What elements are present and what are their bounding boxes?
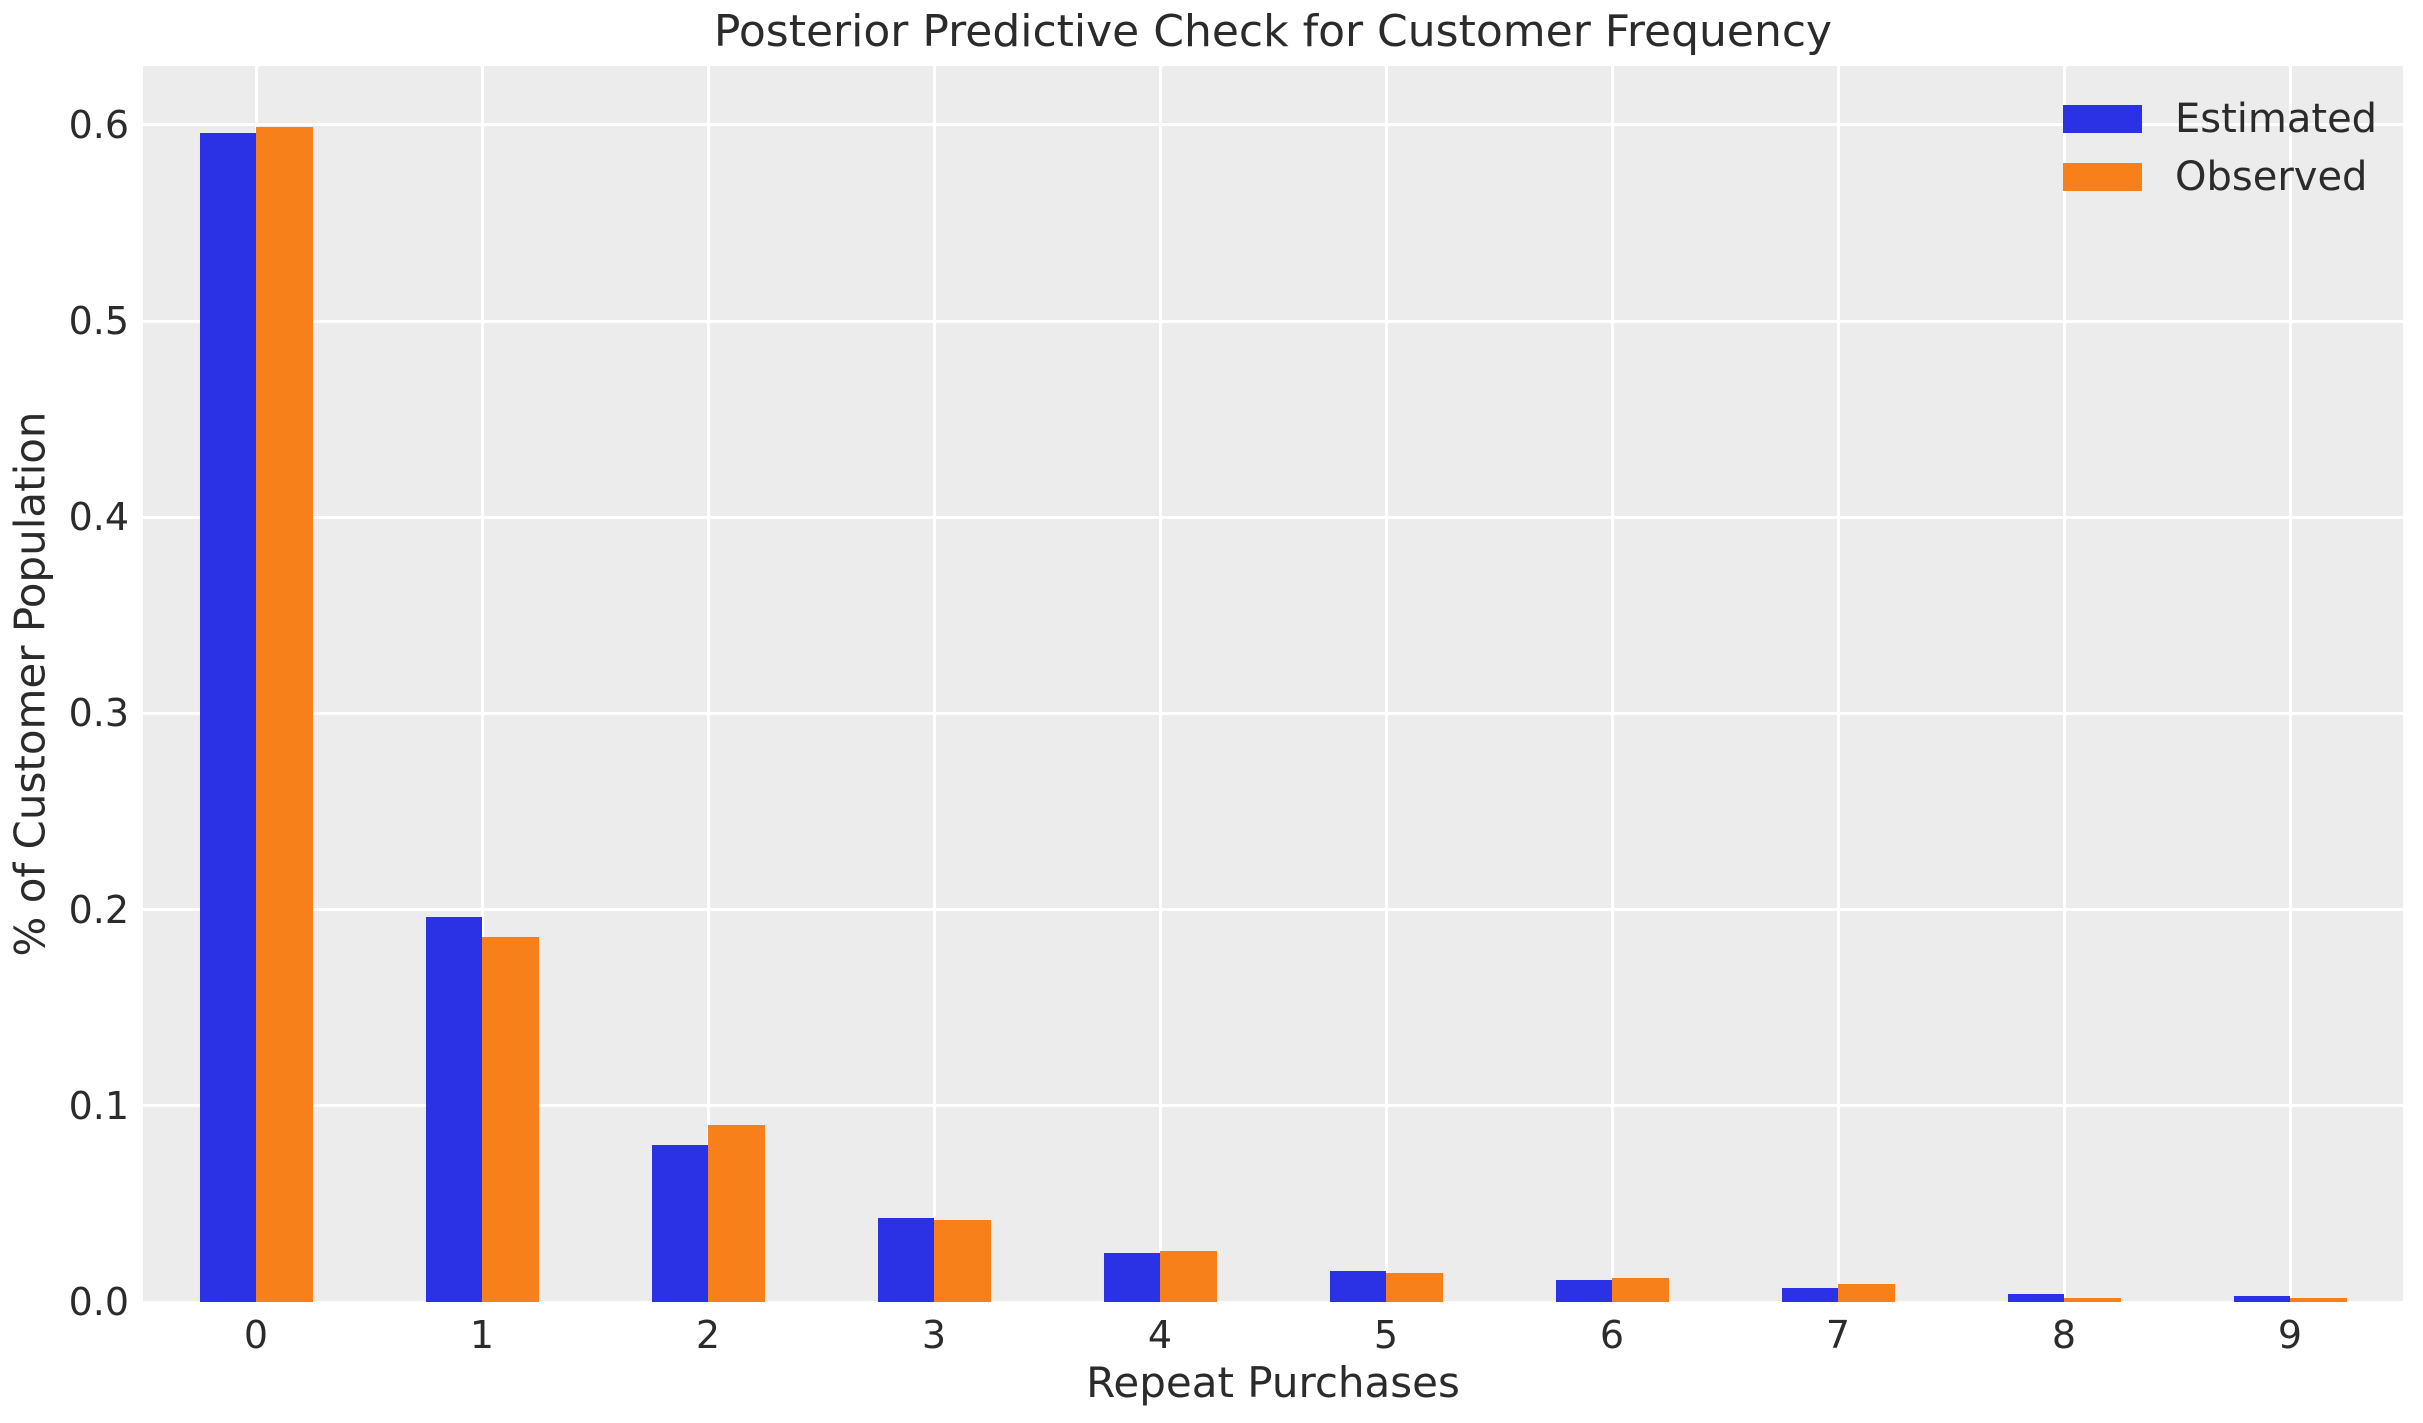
xtick-label-6: 6 xyxy=(1599,1313,1625,1357)
ytick-label-0.2: 0.2 xyxy=(68,887,129,932)
bar-estimated-2 xyxy=(651,1145,708,1302)
legend-label-observed: Observed xyxy=(2175,154,2368,200)
bar-estimated-5 xyxy=(1329,1270,1386,1302)
bar-estimated-6 xyxy=(1555,1280,1612,1302)
ytick-label-0.1: 0.1 xyxy=(68,1083,129,1128)
ytick-label-0.5: 0.5 xyxy=(68,299,129,344)
xtick-label-9: 9 xyxy=(2277,1313,2303,1357)
xtick-label-2: 2 xyxy=(695,1313,721,1357)
gridline-x-3 xyxy=(932,66,936,1302)
gridline-y-0.5 xyxy=(143,319,2403,323)
gridline-x-1 xyxy=(480,66,484,1302)
ytick-label-0.3: 0.3 xyxy=(68,691,129,736)
bar-observed-9 xyxy=(2290,1298,2347,1302)
bar-estimated-4 xyxy=(1103,1252,1160,1302)
bar-observed-4 xyxy=(1160,1251,1217,1302)
xtick-label-5: 5 xyxy=(1373,1313,1399,1357)
xtick-label-1: 1 xyxy=(469,1313,495,1357)
bar-observed-2 xyxy=(708,1125,765,1302)
bar-estimated-1 xyxy=(425,917,482,1302)
bar-estimated-8 xyxy=(2007,1294,2064,1302)
gridline-x-7 xyxy=(1836,66,1840,1302)
ytick-label-0.4: 0.4 xyxy=(68,495,129,540)
legend: Estimated Observed xyxy=(2063,96,2377,200)
gridline-x-8 xyxy=(2062,66,2066,1302)
x-axis-label: Repeat Purchases xyxy=(1086,1358,1460,1407)
legend-item-estimated: Estimated xyxy=(2063,96,2377,142)
legend-swatch-observed xyxy=(2063,163,2142,191)
xtick-label-0: 0 xyxy=(243,1313,269,1357)
bar-estimated-0 xyxy=(199,132,256,1302)
bar-estimated-3 xyxy=(877,1217,934,1302)
ytick-label-0.6: 0.6 xyxy=(68,102,129,147)
gridline-y-0.6 xyxy=(143,123,2403,127)
xtick-label-4: 4 xyxy=(1147,1313,1173,1357)
bar-observed-7 xyxy=(1838,1284,1895,1302)
xtick-label-8: 8 xyxy=(2051,1313,2077,1357)
legend-item-observed: Observed xyxy=(2063,154,2377,200)
gridline-y-0.3 xyxy=(143,711,2403,715)
gridline-x-5 xyxy=(1384,66,1388,1302)
gridline-y-0 xyxy=(143,1300,2403,1304)
gridline-x-4 xyxy=(1158,66,1162,1302)
bar-observed-5 xyxy=(1386,1272,1443,1302)
legend-label-estimated: Estimated xyxy=(2175,96,2378,142)
legend-swatch-estimated xyxy=(2063,105,2142,133)
bar-estimated-7 xyxy=(1781,1288,1838,1302)
chart-title: Posterior Predictive Check for Customer … xyxy=(713,6,1833,57)
bar-estimated-9 xyxy=(2233,1296,2290,1302)
bar-observed-8 xyxy=(2064,1298,2121,1302)
plot-area xyxy=(143,66,2403,1304)
gridline-x-2 xyxy=(706,66,710,1302)
gridline-y-0.2 xyxy=(143,908,2403,912)
gridline-x-6 xyxy=(1610,66,1614,1302)
xtick-label-3: 3 xyxy=(921,1313,947,1357)
bar-observed-6 xyxy=(1612,1278,1669,1302)
gridline-y-0.4 xyxy=(143,515,2403,519)
bar-observed-0 xyxy=(256,126,313,1302)
xtick-label-7: 7 xyxy=(1825,1313,1851,1357)
gridline-y-0.1 xyxy=(143,1104,2403,1108)
bar-observed-3 xyxy=(934,1219,991,1302)
y-axis-label: % of Customer Population xyxy=(5,411,55,957)
gridline-x-9 xyxy=(2288,66,2292,1302)
bar-observed-1 xyxy=(482,937,539,1302)
ytick-label-0.0: 0.0 xyxy=(68,1280,129,1324)
